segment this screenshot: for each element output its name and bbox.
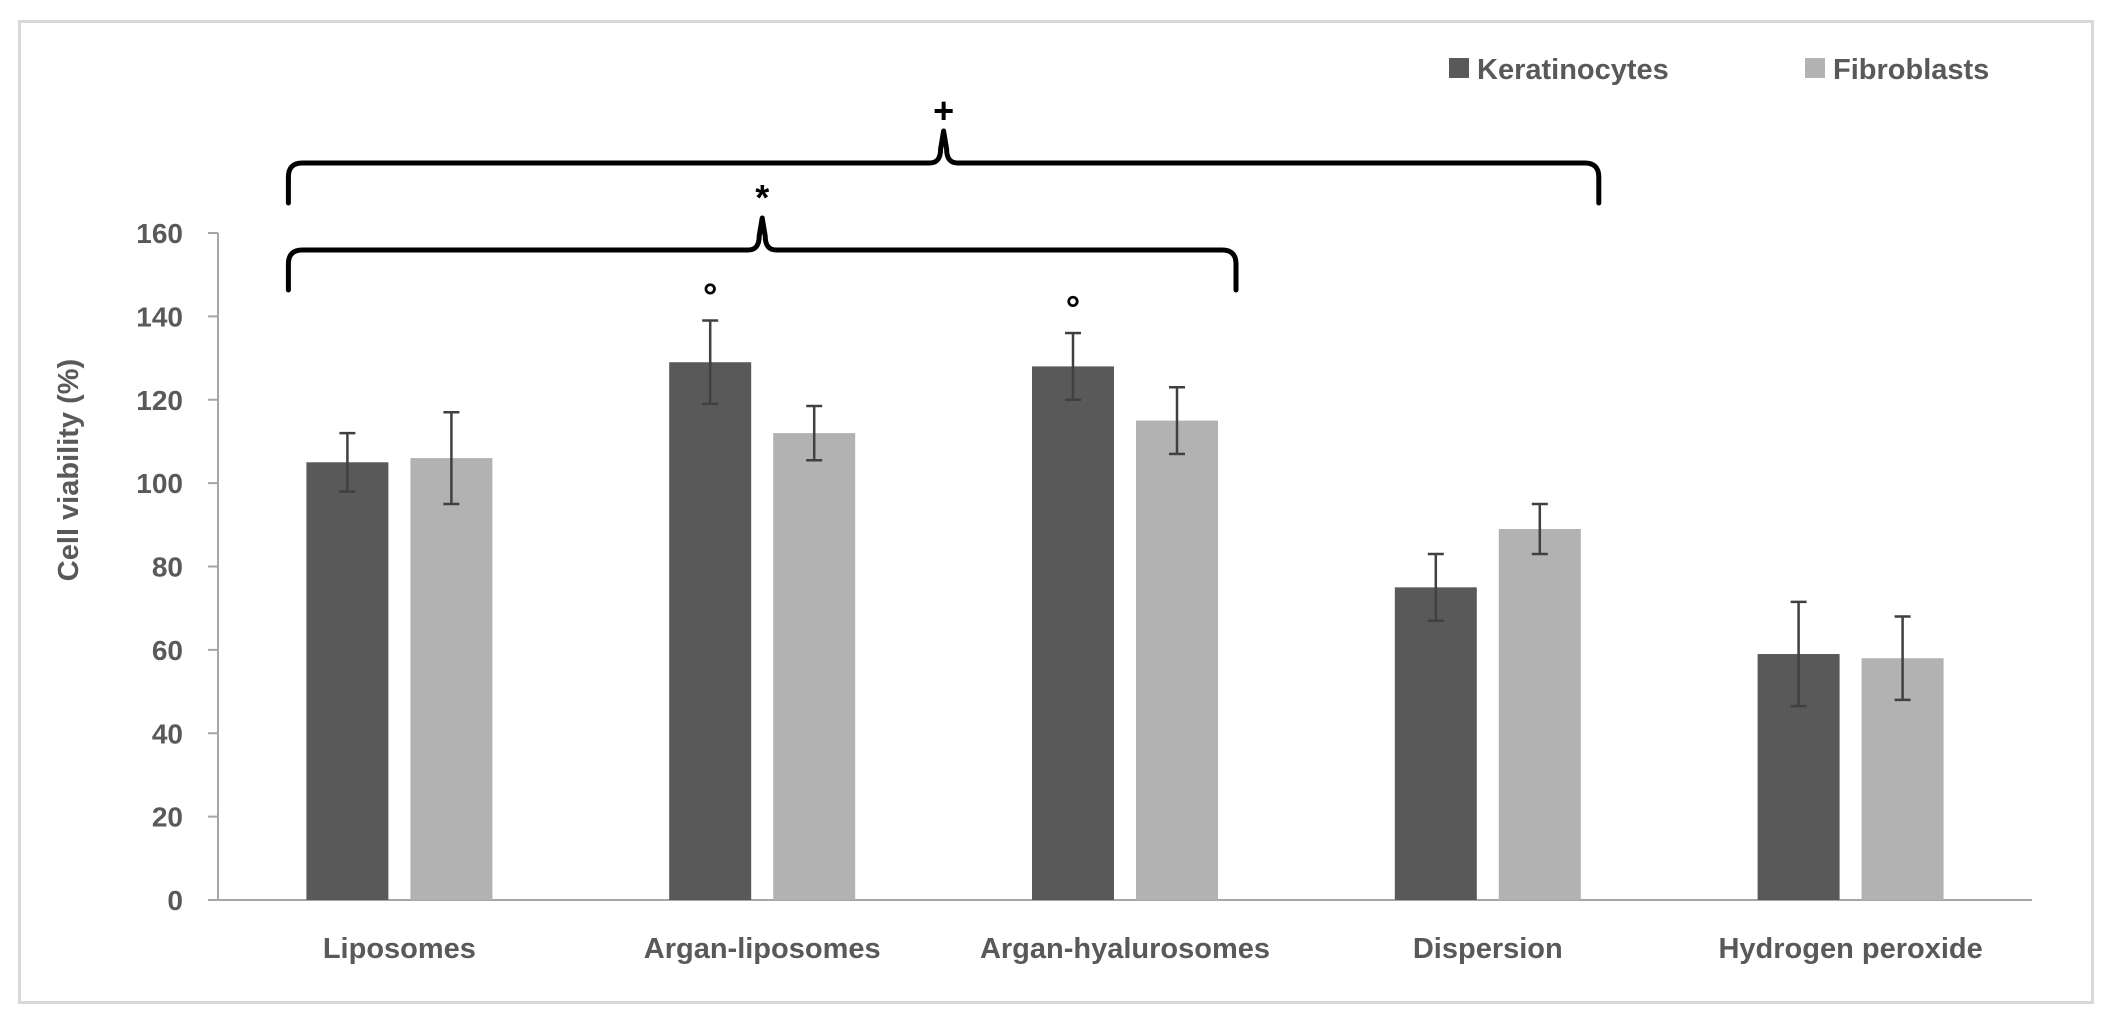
bars-layer: ° ° <box>306 276 1944 900</box>
axes-layer: 0 20 40 60 80 100 120 140 160 Liposomes Argan-lipo… <box>136 218 2032 965</box>
bracket-symbol: + <box>933 90 954 131</box>
y-tick-label: 60 <box>152 635 183 666</box>
significance-bracket <box>285 128 1602 206</box>
significance-bracket <box>285 215 1239 293</box>
x-tick-label: Argan-liposomes <box>644 933 881 965</box>
brackets-layer: +* <box>285 90 1602 293</box>
y-tick-label: 0 <box>167 885 183 916</box>
bar <box>773 433 856 900</box>
x-tick-label: Dispersion <box>1413 933 1563 965</box>
x-tick-label: Liposomes <box>323 933 476 965</box>
y-tick-label: 120 <box>136 385 183 416</box>
legend: Keratinocytes Fibroblasts <box>1449 54 1989 86</box>
y-tick-label: 160 <box>136 218 183 249</box>
bar <box>306 462 389 900</box>
legend-label: Keratinocytes <box>1477 54 1669 86</box>
significance-marker: ° <box>703 276 717 317</box>
bar <box>410 458 493 900</box>
legend-swatch <box>1449 58 1469 78</box>
y-axis-label: Cell viability (%) <box>53 359 85 581</box>
y-tick-label: 20 <box>152 802 183 833</box>
bracket-symbol: * <box>755 177 769 218</box>
legend-swatch <box>1805 58 1825 78</box>
x-tick-label: Hydrogen peroxide <box>1718 933 1982 965</box>
bar <box>1136 420 1218 900</box>
bar <box>1394 587 1477 900</box>
significance-marker: ° <box>1066 288 1080 329</box>
bar <box>1498 528 1581 900</box>
y-tick-label: 100 <box>136 468 183 499</box>
y-tick-label: 80 <box>152 552 183 583</box>
y-tick-label: 40 <box>152 718 183 749</box>
legend-label: Fibroblasts <box>1833 54 1989 86</box>
bar <box>669 362 752 900</box>
y-tick-label: 140 <box>136 301 183 332</box>
bar <box>1032 366 1114 900</box>
x-tick-label: Argan-hyalurosomes <box>980 933 1270 965</box>
